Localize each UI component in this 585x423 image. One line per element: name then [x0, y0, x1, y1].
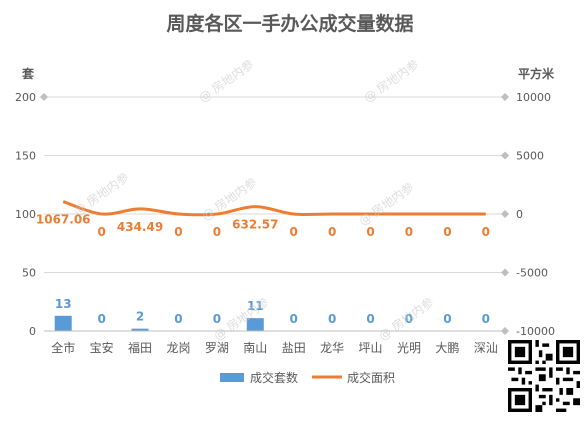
line-value-label: 0: [213, 225, 221, 239]
line-value-label: 0: [174, 225, 182, 239]
x-tick-label: 罗湖: [205, 340, 229, 355]
bar-value-label: 0: [290, 312, 298, 326]
line-value-label: 434.49: [117, 220, 163, 234]
line-layer: [62, 200, 486, 217]
line-value-label: 0: [97, 225, 105, 239]
bars-layer: [54, 315, 264, 331]
left-tick-label: 100: [15, 208, 36, 221]
chart-title: 周度各区一手办公成交量数据: [166, 12, 413, 35]
x-tick-label: 宝安: [90, 340, 114, 355]
line-value-label: 0: [482, 225, 490, 239]
left-tick-label: 50: [22, 267, 36, 280]
bar-value-label: 0: [405, 312, 413, 326]
bar-value-label: 0: [482, 312, 490, 326]
line-value-label: 1067.06: [36, 213, 91, 227]
line-value-label: 0: [366, 225, 374, 239]
right-tick-label: 5000: [516, 150, 544, 163]
bar-value-label: 0: [97, 312, 105, 326]
right-tick-marker: [501, 268, 509, 277]
x-tick-label: 大鹏: [435, 341, 459, 355]
x-tick-label: 光明: [397, 341, 421, 355]
bar: [131, 328, 149, 331]
left-axis-label: 套: [21, 66, 35, 81]
x-tick-label: 深汕: [474, 341, 498, 355]
legend: 成交套数 成交面积: [220, 370, 395, 385]
x-tick-label: 坪山: [359, 341, 383, 355]
bar: [54, 315, 72, 331]
line-value-label: 0: [290, 225, 298, 239]
bar-value-label: 11: [247, 299, 264, 313]
right-axis-label: 平方米: [518, 66, 555, 81]
bar-value-label: 0: [174, 312, 182, 326]
legend-bar-swatch: [220, 373, 244, 382]
left-tick-marker: [40, 93, 48, 101]
right-tick-marker: [501, 93, 509, 101]
bar-value-label: 0: [213, 312, 221, 326]
line-value-label: 0: [328, 225, 336, 239]
x-tick-label: 龙岗: [166, 341, 190, 355]
line-value-label: 632.57: [232, 218, 278, 232]
legend-line-label: 成交面积: [347, 370, 395, 385]
x-tick-label: 南山: [243, 340, 267, 355]
right-tick-label: 10000: [516, 91, 551, 104]
right-tick-label: 0: [516, 208, 523, 221]
right-tick-marker: [501, 151, 509, 160]
right-tick-marker: [501, 210, 509, 218]
right-tick-label: -5000: [516, 267, 548, 280]
labels-layer: 13 0 2 0 0 11 0 0 0 0 0 0 1067.06 0 434.49 0 0 632.57 0 0 0 0…: [36, 213, 490, 326]
left-tick-label: 150: [15, 150, 36, 163]
bar-value-label: 0: [366, 312, 374, 326]
x-tick-label: 龙华: [320, 341, 344, 355]
left-tick-label: 0: [29, 325, 36, 338]
bar-value-label: 2: [136, 310, 144, 324]
bar: [246, 318, 264, 331]
line-value-label: 0: [443, 225, 451, 239]
bar-value-label: 0: [443, 312, 451, 326]
bar-value-label: 0: [328, 312, 336, 326]
x-tick-label: 盐田: [282, 341, 306, 355]
area-line: [62, 200, 486, 217]
left-tick-label: 200: [15, 91, 36, 104]
right-tick-label: -10000: [516, 325, 555, 338]
legend-bar-label: 成交套数: [250, 370, 298, 385]
bar-value-label: 13: [55, 297, 72, 311]
x-tick-label: 全市: [51, 340, 75, 355]
x-tick-label: 福田: [128, 340, 152, 355]
x-axis: 全市 宝安 福田 龙岗 罗湖 南山 盐田 龙华 坪山 光明 大鹏 深汕: [44, 330, 505, 355]
line-value-label: 0: [405, 225, 413, 239]
qr-code-icon: [508, 340, 580, 412]
